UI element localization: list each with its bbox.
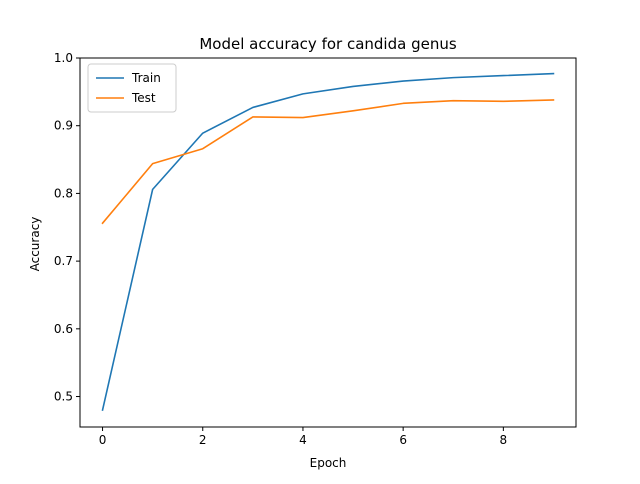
y-tick-label: 1.0 — [54, 51, 73, 65]
series-line-test — [101, 99, 555, 225]
y-tick-label: 0.7 — [54, 254, 73, 268]
legend-box — [87, 63, 177, 113]
data-point-train-8 — [502, 74, 505, 77]
x-tick-label: 6 — [399, 433, 407, 447]
y-tick-label: 0.5 — [54, 390, 73, 404]
data-point-train-1 — [151, 188, 154, 191]
data-point-test-8 — [502, 100, 505, 103]
data-point-train-3 — [251, 106, 254, 109]
data-point-train-5 — [352, 85, 355, 88]
y-tick-label: 0.6 — [54, 322, 73, 336]
data-point-train-7 — [452, 76, 455, 79]
data-point-train-2 — [201, 132, 204, 135]
legend-label-test: Test — [131, 91, 156, 105]
data-point-test-2 — [201, 147, 204, 150]
legend-label-train: Train — [131, 71, 161, 85]
x-axis-label: Epoch — [310, 456, 347, 470]
y-tick-label: 0.8 — [54, 186, 73, 200]
data-point-train-6 — [402, 80, 405, 83]
data-point-train-9 — [552, 72, 555, 75]
data-point-test-9 — [552, 98, 555, 101]
data-point-test-6 — [402, 102, 405, 105]
x-tick-label: 2 — [199, 433, 207, 447]
axes-frame — [79, 57, 577, 428]
data-point-train-0 — [101, 409, 104, 412]
data-point-test-3 — [251, 115, 254, 118]
plot-area: 0 2 4 6 8 0.5 0.6 0.7 0.8 0.9 1.0 Train Test — [54, 51, 577, 447]
x-tick-label: 0 — [99, 433, 107, 447]
y-axis-label: Accuracy — [28, 217, 42, 272]
data-point-test-0 — [101, 222, 104, 225]
x-tick-label: 4 — [299, 433, 307, 447]
y-tick-label: 0.9 — [54, 119, 73, 133]
data-point-test-7 — [452, 99, 455, 102]
data-point-test-4 — [301, 116, 304, 119]
x-tick-label: 8 — [500, 433, 508, 447]
series-line-train — [101, 72, 555, 412]
legend: Train Test — [87, 63, 177, 113]
data-point-train-4 — [301, 92, 304, 95]
data-point-test-5 — [352, 109, 355, 112]
chart-title: Model accuracy for candida genus — [199, 35, 457, 53]
data-point-test-1 — [151, 162, 154, 165]
